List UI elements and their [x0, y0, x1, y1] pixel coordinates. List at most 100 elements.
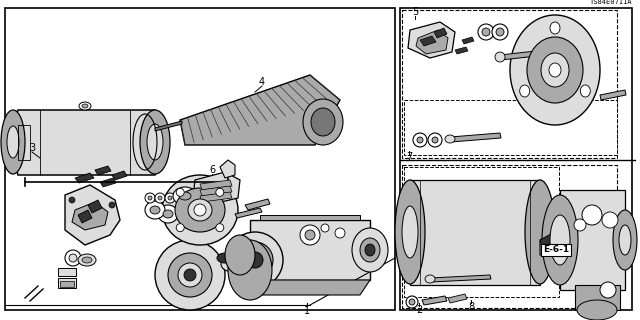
Ellipse shape: [150, 206, 160, 214]
Ellipse shape: [228, 240, 272, 300]
Polygon shape: [600, 90, 626, 100]
Polygon shape: [408, 22, 455, 58]
Polygon shape: [250, 220, 370, 280]
Polygon shape: [220, 160, 235, 178]
Text: 5: 5: [412, 7, 418, 17]
Ellipse shape: [582, 205, 602, 225]
Ellipse shape: [613, 210, 637, 270]
Ellipse shape: [360, 238, 380, 262]
Ellipse shape: [395, 180, 425, 284]
Polygon shape: [88, 200, 102, 213]
Ellipse shape: [300, 225, 320, 245]
Polygon shape: [450, 133, 501, 142]
Ellipse shape: [303, 99, 343, 145]
Ellipse shape: [417, 137, 423, 143]
Ellipse shape: [247, 252, 263, 268]
Ellipse shape: [602, 212, 618, 228]
Ellipse shape: [352, 228, 388, 272]
Polygon shape: [448, 294, 467, 303]
Ellipse shape: [147, 124, 163, 160]
Ellipse shape: [179, 192, 191, 200]
Ellipse shape: [168, 253, 212, 297]
Ellipse shape: [425, 275, 435, 283]
Ellipse shape: [413, 133, 427, 147]
Polygon shape: [155, 121, 182, 131]
Ellipse shape: [580, 85, 590, 97]
Ellipse shape: [78, 254, 96, 266]
Ellipse shape: [492, 24, 508, 40]
Bar: [402, 10, 617, 158]
Ellipse shape: [184, 269, 196, 281]
Polygon shape: [200, 186, 232, 196]
Polygon shape: [112, 171, 127, 180]
Ellipse shape: [158, 205, 178, 223]
Ellipse shape: [402, 206, 418, 258]
Ellipse shape: [550, 215, 570, 265]
Ellipse shape: [7, 126, 19, 158]
Ellipse shape: [109, 202, 115, 208]
Ellipse shape: [163, 210, 173, 218]
Polygon shape: [95, 166, 111, 175]
Polygon shape: [500, 50, 546, 60]
Polygon shape: [560, 190, 625, 290]
Ellipse shape: [225, 235, 255, 275]
Ellipse shape: [227, 232, 283, 288]
Bar: [5, 8, 395, 310]
Ellipse shape: [365, 244, 375, 256]
Ellipse shape: [482, 28, 490, 36]
Ellipse shape: [406, 296, 418, 308]
Polygon shape: [260, 215, 360, 220]
Polygon shape: [100, 178, 116, 187]
Ellipse shape: [541, 53, 569, 87]
Ellipse shape: [155, 240, 225, 310]
Ellipse shape: [158, 196, 162, 200]
Ellipse shape: [176, 188, 184, 196]
Ellipse shape: [574, 219, 586, 231]
Polygon shape: [65, 185, 120, 245]
Bar: [400, 8, 632, 310]
Ellipse shape: [321, 224, 329, 232]
Bar: [404, 167, 559, 297]
Ellipse shape: [82, 257, 92, 263]
Ellipse shape: [542, 195, 578, 285]
Ellipse shape: [176, 224, 184, 232]
Bar: [404, 100, 617, 155]
Ellipse shape: [495, 52, 505, 62]
Polygon shape: [410, 180, 540, 285]
Ellipse shape: [162, 175, 238, 245]
Polygon shape: [540, 230, 560, 248]
Ellipse shape: [145, 193, 155, 203]
Polygon shape: [416, 30, 448, 54]
Bar: [58, 268, 76, 276]
Polygon shape: [462, 37, 474, 44]
Ellipse shape: [145, 201, 165, 219]
Ellipse shape: [168, 196, 172, 200]
Polygon shape: [245, 199, 270, 210]
Ellipse shape: [65, 250, 81, 266]
Ellipse shape: [577, 300, 617, 320]
Ellipse shape: [428, 133, 442, 147]
Ellipse shape: [148, 196, 152, 200]
Ellipse shape: [496, 28, 504, 36]
Ellipse shape: [79, 102, 91, 110]
Ellipse shape: [178, 263, 202, 287]
Ellipse shape: [550, 22, 560, 34]
Text: 2: 2: [416, 305, 422, 315]
Polygon shape: [235, 208, 262, 218]
Polygon shape: [422, 296, 447, 305]
Polygon shape: [200, 180, 232, 190]
Polygon shape: [434, 28, 447, 38]
Ellipse shape: [69, 197, 75, 203]
Polygon shape: [72, 202, 108, 230]
Text: E-6-1: E-6-1: [543, 245, 569, 254]
Ellipse shape: [216, 224, 224, 232]
Ellipse shape: [510, 15, 600, 125]
Text: 1: 1: [304, 306, 310, 316]
Bar: [58, 278, 76, 288]
Text: 6: 6: [209, 165, 215, 175]
Text: 3: 3: [29, 143, 35, 153]
Ellipse shape: [155, 193, 165, 203]
Polygon shape: [455, 47, 468, 54]
Polygon shape: [75, 173, 94, 183]
Ellipse shape: [619, 225, 631, 255]
